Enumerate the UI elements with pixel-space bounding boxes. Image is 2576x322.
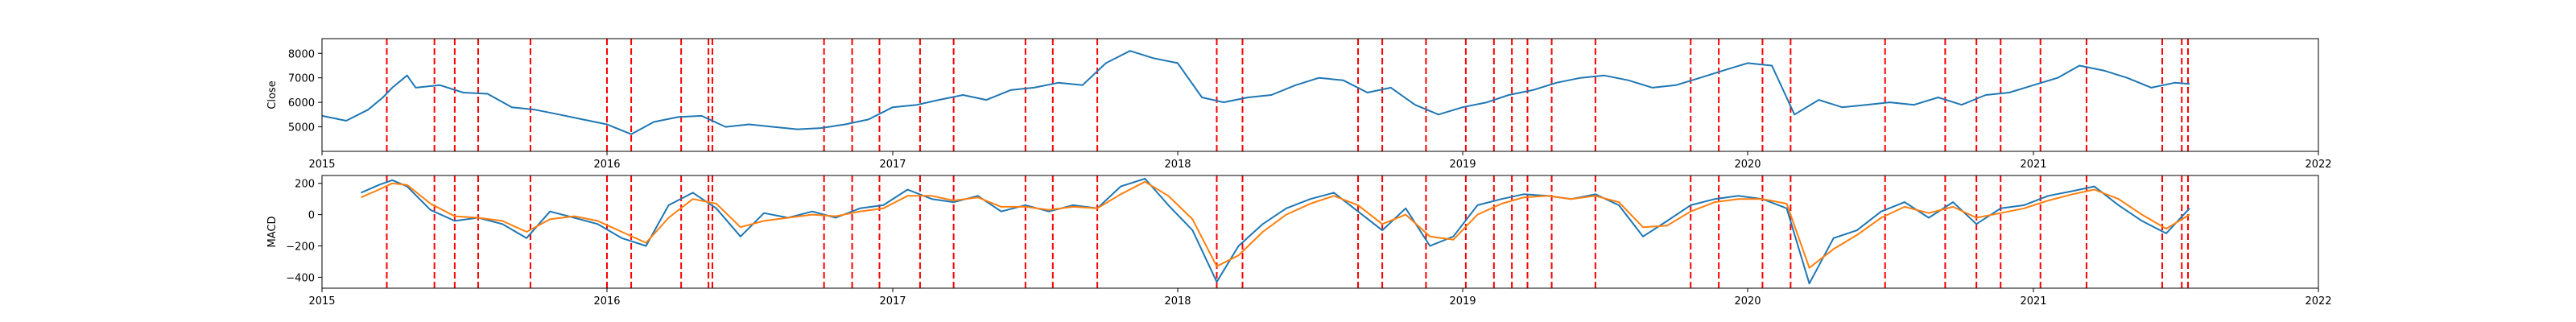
close-y-tick-label-0: 5000: [288, 122, 315, 134]
macd-x-tick-label-1: 2016: [593, 295, 620, 308]
macd-axes-frame: [321, 175, 2319, 289]
macd-x-tick-label-5: 2020: [1734, 295, 1761, 308]
macd-x-tick-label-6: 2021: [2020, 295, 2046, 308]
close-y-tick-label-1: 6000: [288, 97, 315, 109]
close-x-tick-label-2: 2017: [879, 159, 906, 171]
macd-x-axis: 2015 2016 2017 2018 2019 2020 2021 2022: [308, 288, 2332, 308]
close-x-axis: 2015 2016 2017 2018 2019 2020 2021 2022: [308, 151, 2332, 171]
close-y-axis: 5000 6000 7000 8000: [288, 48, 322, 134]
macd-panel: −400 −200 0 200 2015 2016 2017 2018 2019 2020 202…: [266, 175, 2332, 308]
macd-x-tick-label-7: 2022: [2305, 295, 2331, 308]
macd-x-tick-label-4: 2019: [1449, 295, 1476, 308]
macd-x-tick-label-3: 2018: [1164, 295, 1191, 308]
close-y-tick-label-2: 7000: [288, 73, 315, 85]
close-y-tick-label-3: 8000: [288, 48, 315, 60]
close-y-axis-label: Close: [266, 80, 279, 109]
macd-y-tick-label-1: −200: [286, 242, 315, 254]
macd-y-axis: −400 −200 0 200: [286, 179, 322, 284]
close-x-tick-label-6: 2021: [2020, 159, 2046, 171]
close-price-panel: 5000 6000 7000 8000 2015 2016 2017 2018 2019 202…: [266, 38, 2332, 171]
close-x-tick-label-4: 2019: [1449, 159, 1476, 171]
macd-x-tick-label-0: 2015: [308, 295, 335, 308]
close-x-tick-label-3: 2018: [1164, 159, 1191, 171]
close-x-tick-label-5: 2020: [1734, 159, 1761, 171]
macd-y-tick-label-3: 200: [295, 179, 315, 191]
close-series-line-0: [321, 50, 2190, 135]
macd-series-line-1: [361, 180, 2190, 269]
macd-series-line-0: [361, 177, 2190, 285]
close-x-tick-label-0: 2015: [308, 159, 335, 171]
macd-y-tick-label-2: 0: [308, 210, 315, 222]
close-x-tick-label-1: 2016: [593, 159, 620, 171]
macd-series-layer: [361, 177, 2190, 285]
close-x-tick-label-7: 2022: [2305, 159, 2331, 171]
close-axes-frame: [321, 38, 2319, 152]
macd-y-tick-label-0: −400: [286, 272, 315, 284]
close-series-layer: [321, 50, 2190, 135]
macd-x-tick-label-2: 2017: [879, 295, 906, 308]
macd-y-axis-label: MACD: [266, 217, 279, 248]
